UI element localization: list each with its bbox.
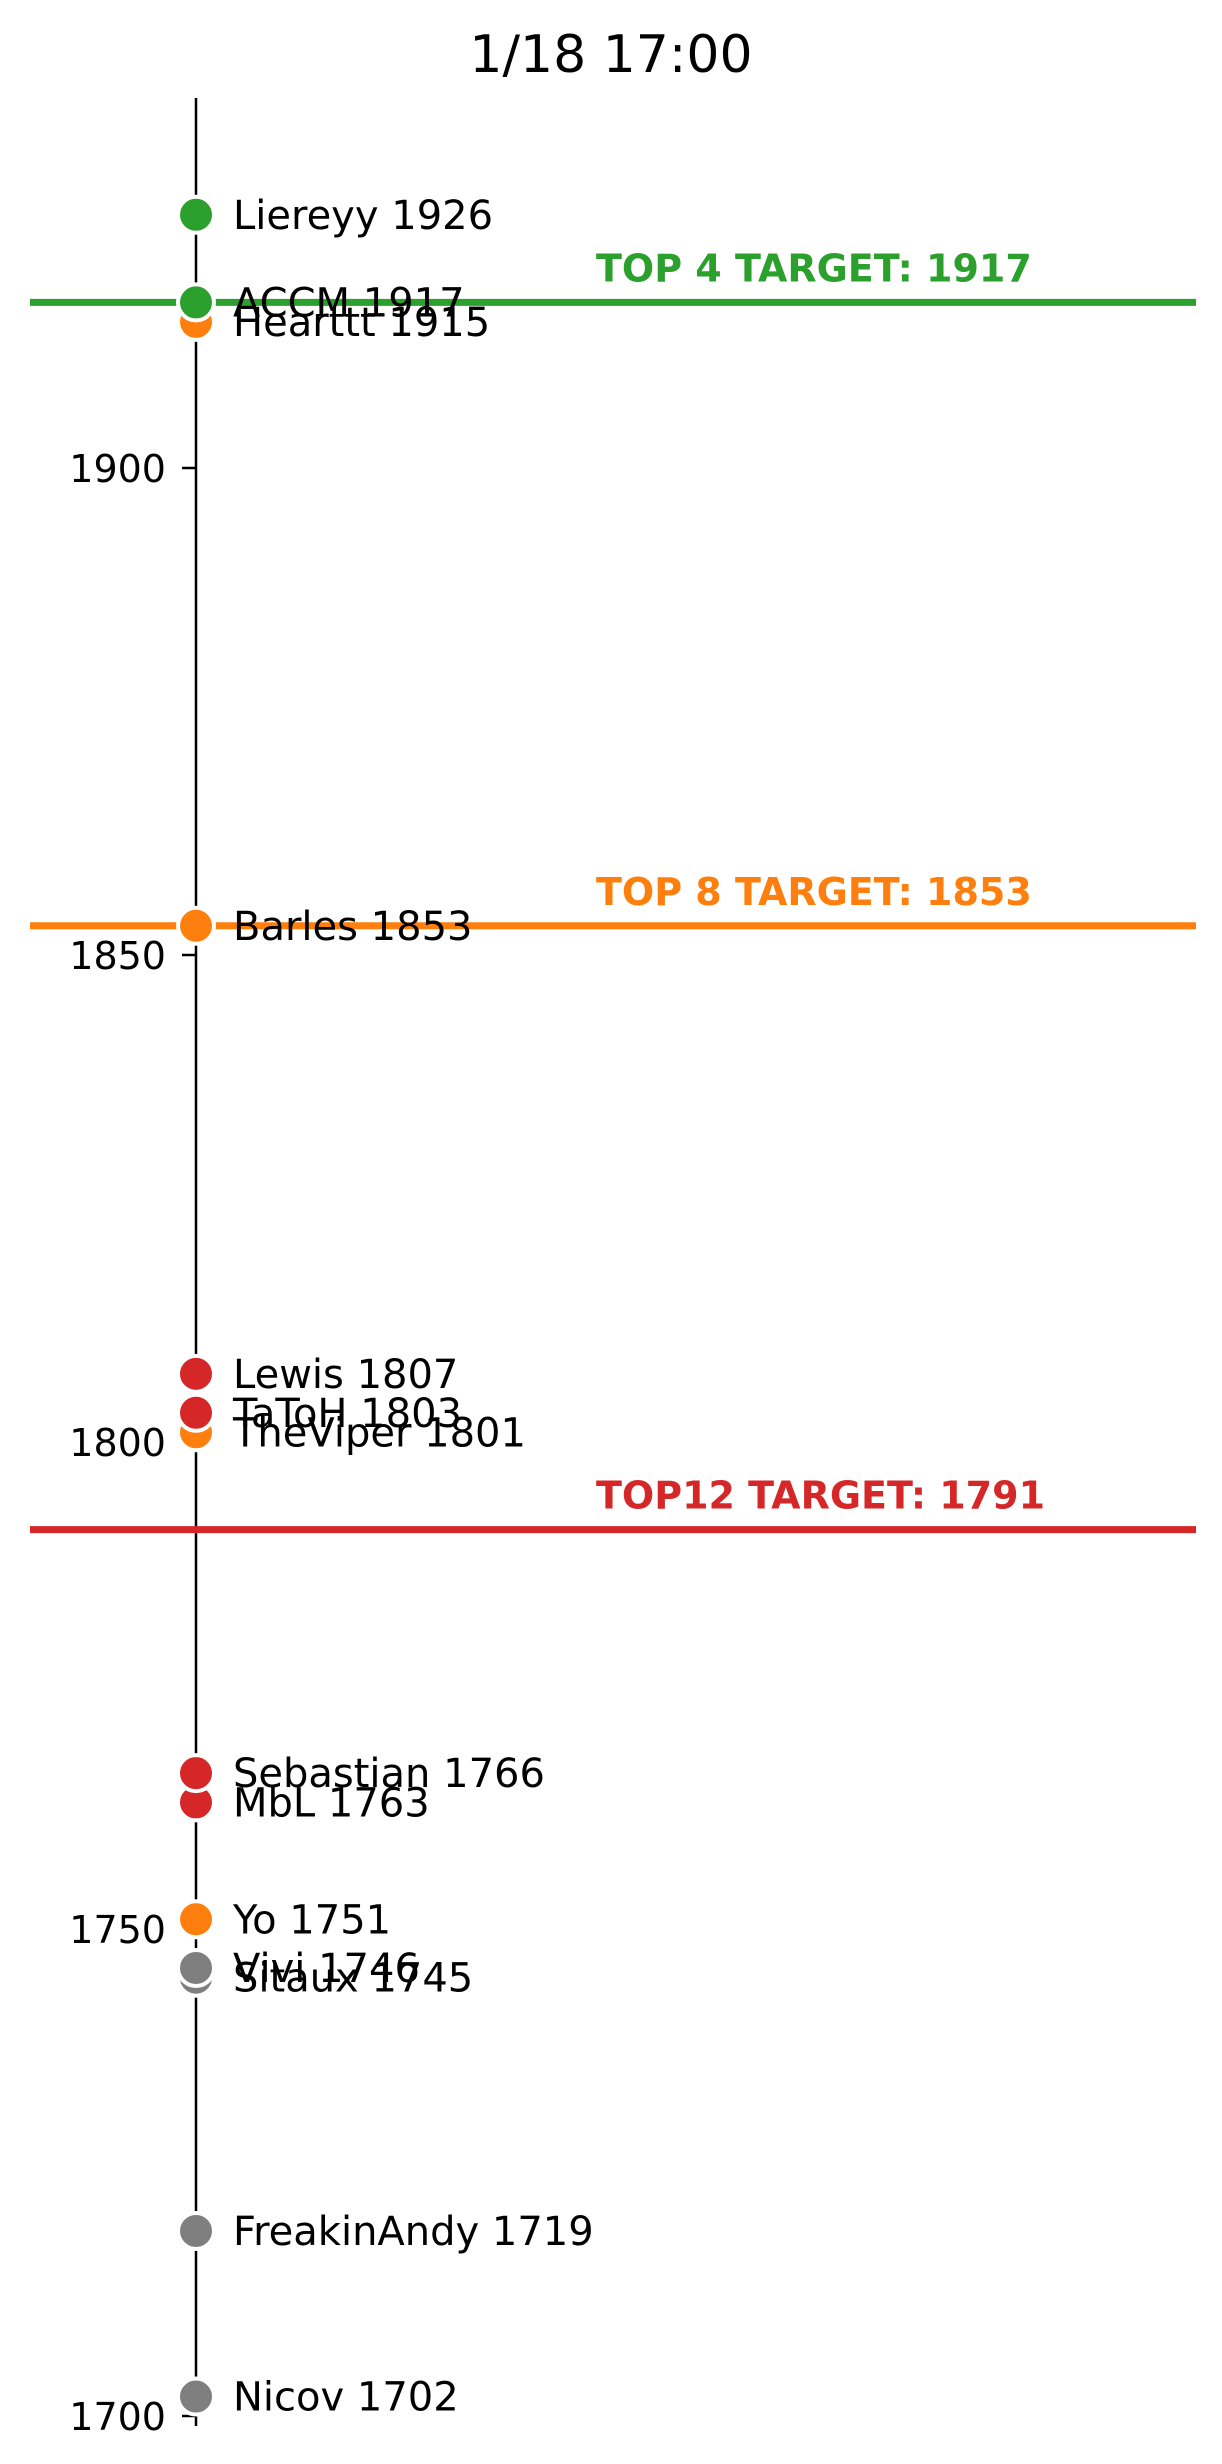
y-tick-label: 1800 — [69, 1421, 166, 1465]
y-axis-ticks: 1700 1750 1800 1850 1900 — [69, 447, 196, 2439]
point-label: Sebastian 1766 — [233, 1751, 545, 1797]
point-label: Hearttt 1915 — [233, 300, 490, 346]
rating-point — [176, 194, 216, 235]
point-label: TaToH 1803 — [232, 1391, 462, 1437]
y-tick-label: 1700 — [69, 2395, 166, 2439]
y-tick-label: 1850 — [69, 934, 166, 978]
rating-point — [176, 1392, 216, 1433]
chart-title: 1/18 17:00 — [469, 25, 752, 85]
point-label: Nicov 1702 — [233, 2375, 459, 2421]
point-label: Barles 1853 — [233, 904, 472, 950]
target-label: TOP12 TARGET: 1791 — [596, 1474, 1045, 1518]
rating-point — [176, 282, 216, 323]
point-label: Yo 1751 — [232, 1897, 391, 1943]
rating-point — [176, 2376, 216, 2417]
y-tick-label: 1750 — [69, 1908, 166, 1952]
target-label: TOP 4 TARGET: 1917 — [596, 246, 1032, 290]
point-label: Sitaux 1745 — [233, 1956, 473, 2002]
target-label: TOP 8 TARGET: 1853 — [596, 870, 1032, 914]
y-tick-label: 1900 — [69, 447, 166, 491]
point-label: Vivi 1746 — [233, 1946, 420, 1992]
rating-point — [176, 1753, 216, 1794]
point-label: ACCM 1917 — [233, 280, 465, 326]
rating-point — [176, 905, 216, 946]
rating-point — [176, 2210, 216, 2251]
target-lines: TOP 4 TARGET: 1917 TOP 8 TARGET: 1853 TOP1… — [30, 246, 1196, 1534]
point-label: MbL 1763 — [233, 1780, 430, 1826]
point-label: TheViper 1801 — [232, 1410, 526, 1456]
rating-point — [176, 1353, 216, 1394]
point-label: Lewis 1807 — [233, 1352, 458, 1398]
point-label: FreakinAndy 1719 — [233, 2209, 594, 2255]
rating-point — [176, 1899, 216, 1940]
rating-point — [176, 1947, 216, 1988]
point-label: Liereyy 1926 — [233, 193, 493, 239]
